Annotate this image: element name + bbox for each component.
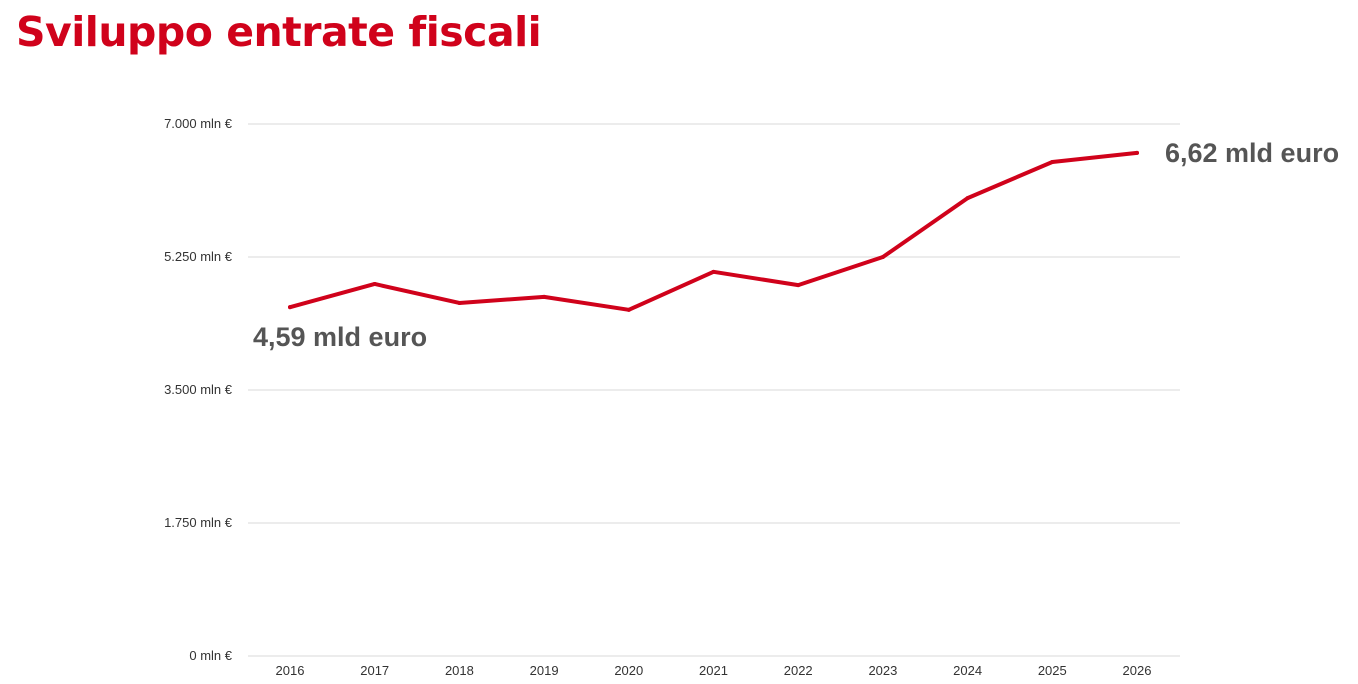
x-tick-label: 2018 [445,663,474,678]
x-tick-label: 2024 [953,663,982,678]
data-point [965,196,970,201]
data-label: 4,59 mld euro [253,322,427,352]
x-tick-label: 2022 [784,663,813,678]
y-axis-ticks: 0 mln € 1.750 mln € 3.500 mln € 5.250 mln €… [164,116,233,663]
series-line [288,150,1139,312]
data-label: 6,62 mld euro [1165,138,1339,168]
data-point [288,305,292,310]
data-point [796,283,801,288]
y-tick-label: 5.250 mln € [164,249,233,264]
x-tick-label: 2017 [360,663,389,678]
series-layer [288,150,1139,312]
x-tick-label: 2016 [276,663,305,678]
data-point [542,294,547,299]
gridlines [248,123,1180,657]
x-tick-label: 2021 [699,663,728,678]
data-point [626,307,631,312]
data-point [1050,160,1055,164]
data-point [880,255,885,259]
annotations: 4,59 mld euro 6,62 mld euro [253,138,1339,352]
data-point [372,281,377,286]
y-tick-label: 7.000 mln € [164,116,233,131]
x-tick-label: 2019 [530,663,559,678]
data-point [457,300,462,305]
data-point [711,269,716,274]
x-tick-label: 2025 [1038,663,1067,678]
y-tick-label: 3.500 mln € [164,382,233,397]
y-tick-label: 1.750 mln € [164,515,233,530]
x-tick-label: 2023 [868,663,897,678]
data-point [1135,150,1139,155]
x-axis-ticks: 2016 2017 2018 2019 2020 2021 2022 2023 2024 2025… [276,663,1152,678]
x-tick-label: 2020 [614,663,643,678]
chart-title: Sviluppo entrate fiscali [16,8,542,56]
y-tick-label: 0 mln € [189,648,232,663]
x-tick-label: 2026 [1123,663,1152,678]
